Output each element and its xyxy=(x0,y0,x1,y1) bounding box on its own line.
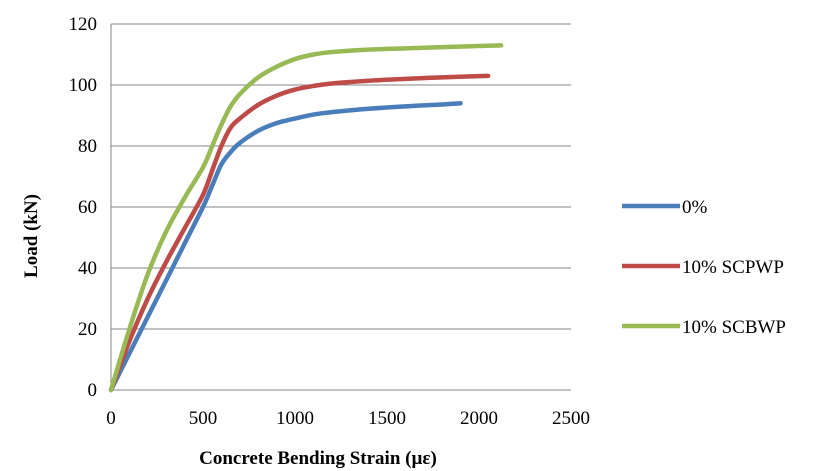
legend: 0% 10% SCPWP 10% SCBWP xyxy=(622,197,786,338)
x-tick-label: 500 xyxy=(189,408,218,429)
x-tick-label: 2500 xyxy=(552,408,590,429)
legend-label: 10% SCBWP xyxy=(682,317,786,338)
x-axis-label: Concrete Bending Strain (µε) xyxy=(199,448,437,469)
x-tick-label: 2000 xyxy=(460,408,498,429)
y-tick-label: 100 xyxy=(69,75,98,96)
legend-label: 10% SCPWP xyxy=(682,257,784,278)
data-series xyxy=(108,43,504,393)
y-tick-label: 40 xyxy=(78,258,97,279)
y-axis-label: Load (kN) xyxy=(21,194,42,278)
x-tick-label: 1500 xyxy=(368,408,406,429)
grid-lines xyxy=(111,23,571,330)
series-line-0 xyxy=(108,101,463,393)
x-tick-label: 1000 xyxy=(276,408,314,429)
y-tick-label: 120 xyxy=(69,14,98,35)
y-tick-label: 80 xyxy=(78,136,97,157)
series-line-1 xyxy=(108,73,491,393)
legend-label: 0% xyxy=(682,197,708,218)
x-tick-label: 0 xyxy=(106,408,116,429)
y-tick-labels: 0 20 40 60 80 100 120 xyxy=(69,14,98,401)
axes xyxy=(110,24,571,391)
y-tick-label: 20 xyxy=(78,319,97,340)
y-tick-label: 0 xyxy=(88,380,98,401)
x-tick-labels: 0 500 1000 1500 2000 2500 xyxy=(106,408,590,429)
y-tick-label: 60 xyxy=(78,197,97,218)
series-line-2 xyxy=(108,43,504,393)
